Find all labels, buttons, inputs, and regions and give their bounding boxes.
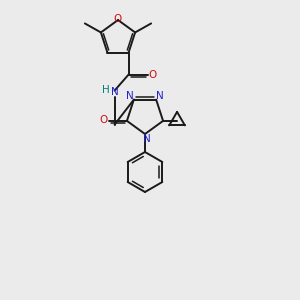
Text: O: O (100, 115, 108, 125)
Text: H: H (102, 85, 110, 94)
Text: N: N (111, 87, 119, 97)
Text: N: N (143, 134, 151, 144)
Text: O: O (148, 70, 157, 80)
Text: N: N (126, 91, 134, 100)
Text: N: N (156, 91, 164, 100)
Text: O: O (114, 14, 122, 23)
